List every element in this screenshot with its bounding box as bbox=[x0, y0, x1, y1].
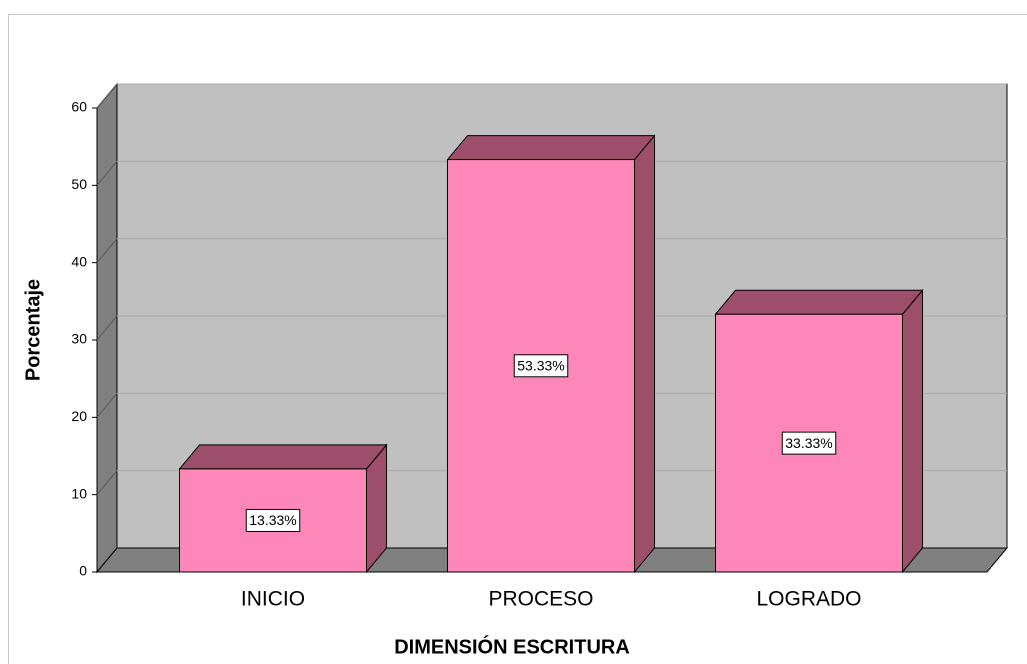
y-axis-title: Porcentaje bbox=[22, 279, 44, 381]
grid-line bbox=[96, 393, 118, 418]
x-tick-label: INICIO bbox=[241, 588, 305, 611]
y-tick-label: 20 bbox=[71, 408, 87, 424]
bar-top bbox=[446, 135, 656, 161]
bar-top bbox=[178, 444, 388, 470]
y-tick-label: 30 bbox=[71, 331, 87, 347]
bar-side bbox=[634, 134, 655, 574]
value-label-box bbox=[513, 354, 569, 378]
x-tick-label: LOGRADO bbox=[756, 588, 861, 611]
grid-line bbox=[96, 315, 118, 341]
grid-line bbox=[96, 470, 118, 495]
value-label: 53.33% bbox=[517, 357, 564, 373]
y-tick-label: 50 bbox=[71, 176, 87, 192]
y-tick-label: 60 bbox=[71, 99, 87, 115]
grid-line bbox=[96, 83, 118, 109]
y-tick-label: 40 bbox=[71, 253, 87, 269]
bar-top bbox=[714, 289, 924, 315]
value-label-box bbox=[781, 431, 837, 455]
value-label: 13.33% bbox=[249, 512, 296, 528]
value-label-box bbox=[245, 508, 301, 532]
grid-line bbox=[96, 161, 118, 186]
x-tick-label: PROCESO bbox=[488, 588, 593, 611]
y-tick-label: 0 bbox=[79, 563, 87, 579]
bar-side bbox=[902, 288, 923, 574]
value-label: 33.33% bbox=[785, 435, 832, 451]
y-tick-label: 10 bbox=[71, 485, 87, 501]
grid-line bbox=[96, 238, 118, 263]
x-axis-title: DIMENSIÓN ESCRITURA bbox=[394, 634, 630, 658]
